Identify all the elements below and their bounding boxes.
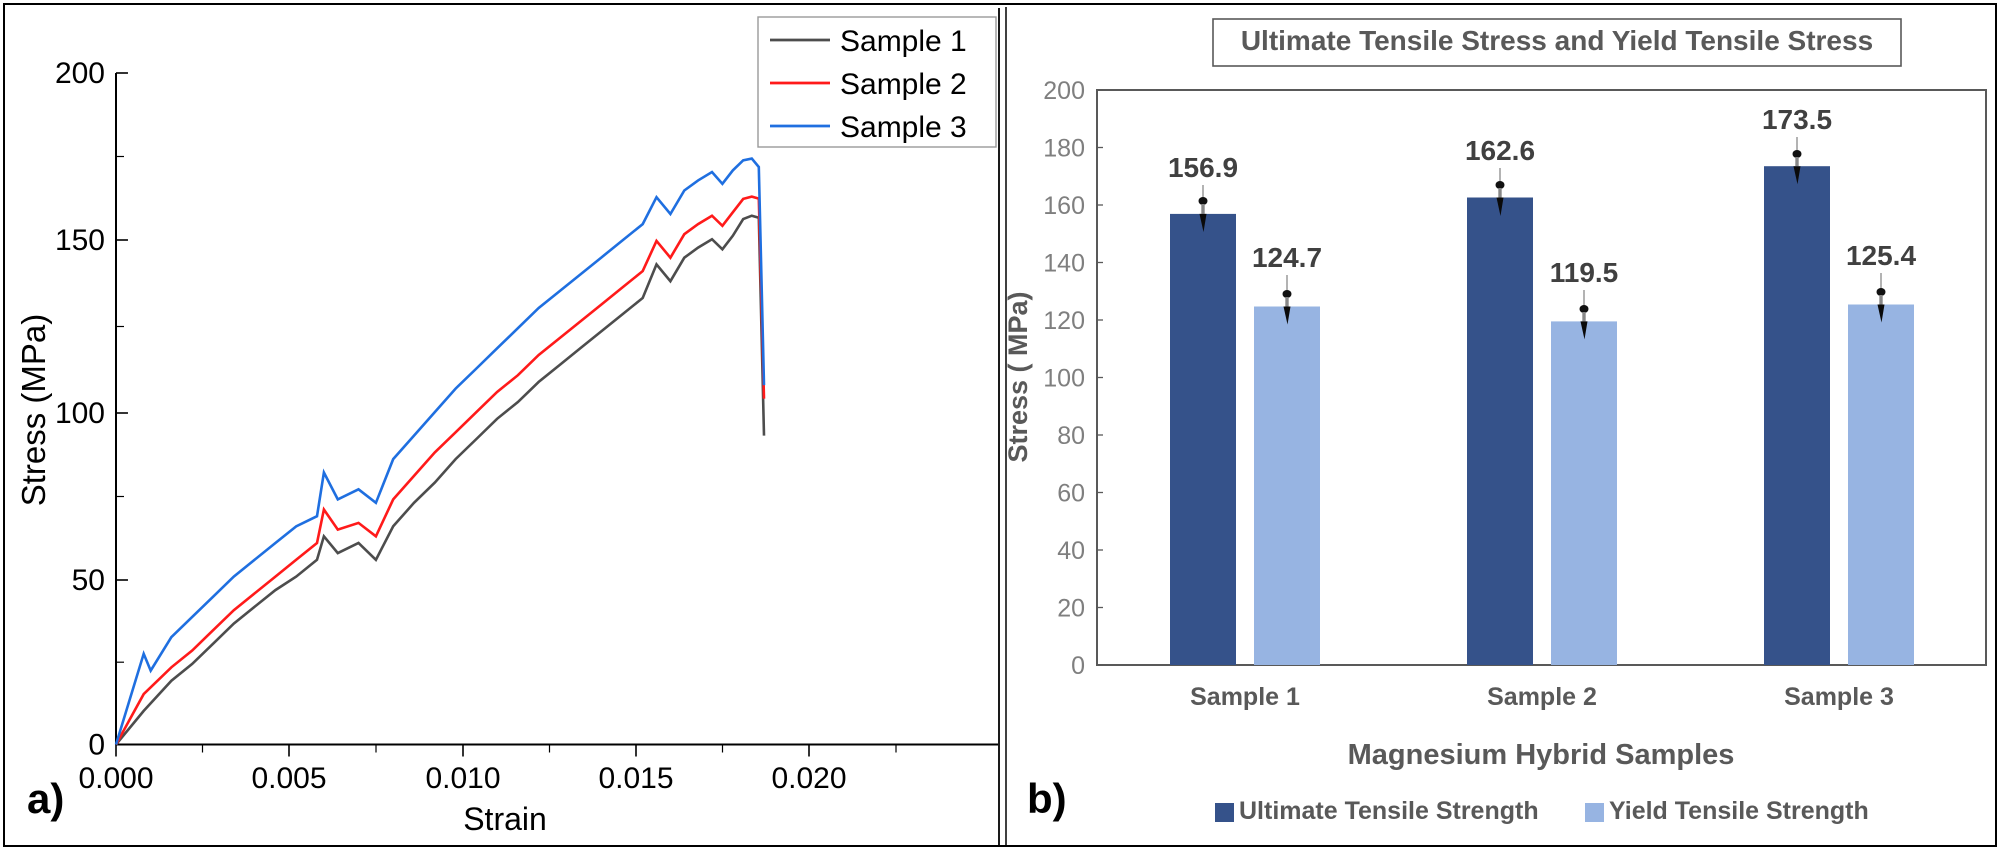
svg-text:80: 80 (1057, 422, 1085, 450)
svg-text:0: 0 (1071, 652, 1085, 680)
svg-text:100: 100 (1043, 365, 1085, 393)
svg-text:Sample 1: Sample 1 (1190, 683, 1300, 711)
svg-text:160: 160 (1043, 192, 1085, 220)
svg-text:Strain: Strain (463, 801, 547, 837)
svg-text:b): b) (1027, 775, 1067, 822)
svg-text:Sample 1: Sample 1 (840, 25, 967, 58)
svg-text:173.5: 173.5 (1762, 104, 1832, 135)
svg-text:180: 180 (1043, 135, 1085, 163)
svg-text:162.6: 162.6 (1465, 135, 1535, 166)
svg-text:150: 150 (55, 224, 105, 257)
svg-text:Stress ( MPa): Stress ( MPa) (1003, 291, 1033, 462)
svg-text:Stress (MPa): Stress (MPa) (15, 314, 52, 507)
svg-text:Sample 3: Sample 3 (1784, 683, 1894, 711)
svg-text:200: 200 (55, 57, 105, 90)
svg-text:50: 50 (72, 564, 105, 597)
svg-text:0.020: 0.020 (771, 762, 846, 795)
svg-text:Ultimate Tensile Stress and Yi: Ultimate Tensile Stress and Yield Tensil… (1241, 25, 1873, 56)
svg-text:156.9: 156.9 (1168, 152, 1238, 183)
svg-text:124.7: 124.7 (1252, 242, 1322, 273)
svg-text:200: 200 (1043, 77, 1085, 105)
svg-text:Sample 2: Sample 2 (1487, 683, 1597, 711)
svg-text:0.005: 0.005 (251, 762, 326, 795)
svg-text:Yield Tensile Strength: Yield Tensile Strength (1609, 797, 1869, 825)
svg-text:0.010: 0.010 (425, 762, 500, 795)
svg-text:60: 60 (1057, 480, 1085, 508)
svg-text:20: 20 (1057, 595, 1085, 623)
svg-text:119.5: 119.5 (1550, 257, 1619, 288)
svg-text:0.015: 0.015 (598, 762, 673, 795)
svg-text:0: 0 (88, 729, 105, 762)
svg-text:Sample 2: Sample 2 (840, 68, 967, 101)
svg-text:125.4: 125.4 (1846, 240, 1916, 271)
svg-text:0.000: 0.000 (78, 762, 153, 795)
svg-text:Ultimate Tensile Strength: Ultimate Tensile Strength (1239, 797, 1539, 825)
svg-text:Sample 3: Sample 3 (840, 111, 967, 144)
svg-text:120: 120 (1043, 307, 1085, 335)
svg-text:a): a) (27, 775, 64, 822)
svg-text:140: 140 (1043, 250, 1085, 278)
svg-text:Magnesium Hybrid Samples: Magnesium Hybrid Samples (1348, 739, 1735, 771)
svg-text:40: 40 (1057, 537, 1085, 565)
svg-text:100: 100 (55, 397, 105, 430)
